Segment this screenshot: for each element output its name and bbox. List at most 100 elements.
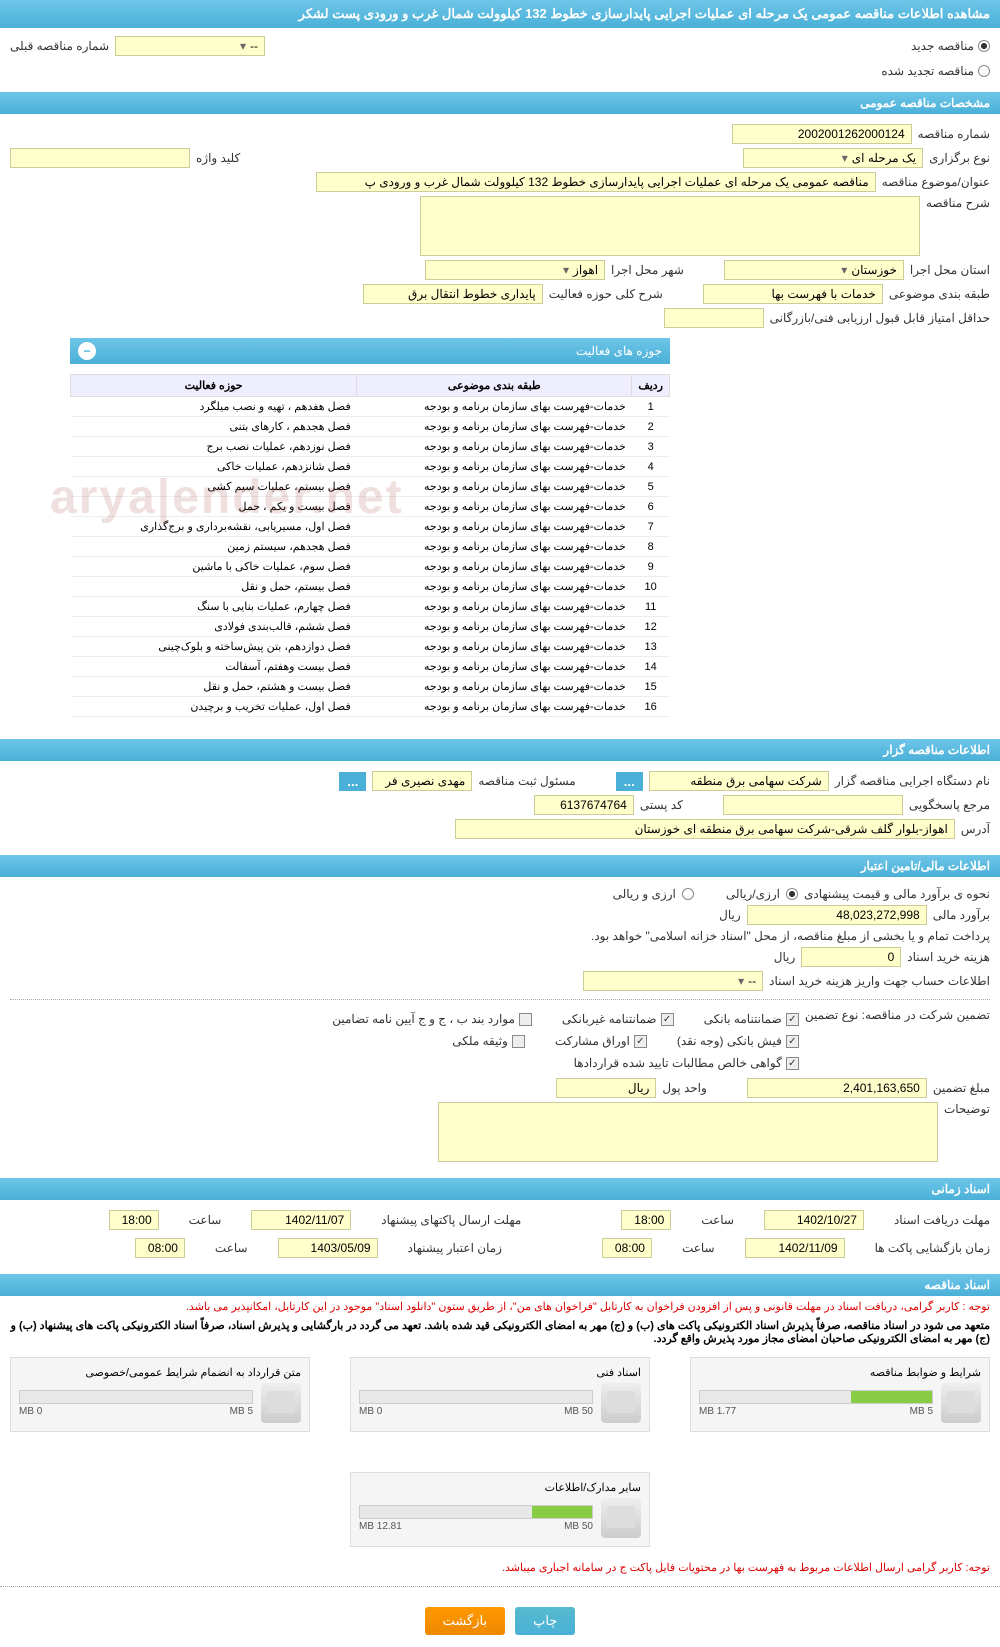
table-row: 2خدمات-فهرست بهای سازمان برنامه و بودجهف… (71, 417, 670, 437)
min-score-field[interactable] (664, 308, 764, 328)
address-label: آدرس (961, 822, 990, 836)
section-financial: اطلاعات مالی/تامین اعتبار (0, 855, 1000, 877)
radio-rial-label: ارزی/ریالی (726, 887, 780, 901)
radio-currency[interactable] (682, 888, 694, 900)
notes-field[interactable] (438, 1102, 938, 1162)
responsible-label: مسئول ثبت مناقصه (478, 774, 575, 788)
collapse-icon[interactable]: − (78, 342, 96, 360)
prev-tender-dropdown[interactable]: -- (115, 36, 265, 56)
table-row: 8خدمات-فهرست بهای سازمان برنامه و بودجهف… (71, 537, 670, 557)
category-label: طبقه بندی موضوعی (889, 287, 990, 301)
cb-certificate[interactable] (786, 1057, 799, 1070)
responsible-field: مهدی نصیری فر (372, 771, 472, 791)
city-dropdown[interactable]: اهواز (425, 260, 605, 280)
table-row: 3خدمات-فهرست بهای سازمان برنامه و بودجهف… (71, 437, 670, 457)
receive-label: مهلت دریافت اسناد (894, 1213, 990, 1227)
rial-unit: ریال (719, 908, 741, 922)
folder-icon (261, 1383, 301, 1423)
keyword-field[interactable] (10, 148, 190, 168)
postal-field: 6137674764 (534, 795, 634, 815)
desc-field[interactable] (420, 196, 920, 256)
cb-cash[interactable] (786, 1035, 799, 1048)
tender-no-label: شماره مناقصه (918, 127, 990, 141)
prev-tender-label: شماره مناقصه قبلی (10, 39, 109, 53)
table-row: 10خدمات-فهرست بهای سازمان برنامه و بودجه… (71, 577, 670, 597)
submit-date: 1402/11/07 (251, 1210, 351, 1230)
doc-cost-field: 0 (801, 947, 901, 967)
validity-time: 08:00 (135, 1238, 185, 1258)
guarantee-type-label: تضمین شرکت در مناقصه: نوع تضمین (805, 1008, 990, 1022)
radio-renewed-tender[interactable] (978, 65, 990, 77)
cb-nonbank[interactable] (661, 1013, 674, 1026)
validity-label: زمان اعتبار پیشنهاد (408, 1241, 502, 1255)
table-row: 1خدمات-فهرست بهای سازمان برنامه و بودجهف… (71, 397, 670, 417)
table-row: 13خدمات-فهرست بهای سازمان برنامه و بودجه… (71, 637, 670, 657)
province-label: استان محل اجرا (910, 263, 990, 277)
table-row: 16خدمات-فهرست بهای سازمان برنامه و بودجه… (71, 697, 670, 717)
postal-label: کد پستی (640, 798, 683, 812)
table-row: 6خدمات-فهرست بهای سازمان برنامه و بودجهف… (71, 497, 670, 517)
province-dropdown[interactable]: خوزستان (724, 260, 904, 280)
radio-renewed-label: مناقصه تجدید شده (881, 64, 974, 78)
section-documents: اسناد مناقصه (0, 1274, 1000, 1296)
table-row: 7خدمات-فهرست بهای سازمان برنامه و بودجهف… (71, 517, 670, 537)
cb-participation[interactable] (634, 1035, 647, 1048)
activity-scope-field: پایداری خطوط انتقال برق (363, 284, 543, 304)
col-category: طبقه بندی موضوعی (357, 375, 632, 397)
responsible-ellipsis-button[interactable]: ... (339, 772, 366, 791)
address-field: اهواز-بلوار گلف شرقی-شرکت سهامی برق منطق… (455, 819, 955, 839)
activity-scope-label: شرح کلی حوزه فعالیت (549, 287, 663, 301)
subject-field: مناقصه عمومی یک مرحله ای عملیات اجرایی پ… (316, 172, 876, 192)
doc-card[interactable]: اسناد فنی 50 MB0 MB (350, 1357, 650, 1432)
guarantee-amount-field: 2,401,163,650 (747, 1078, 927, 1098)
radio-new-label: مناقصه جدید (911, 39, 974, 53)
account-dropdown[interactable]: -- (583, 971, 763, 991)
table-row: 12خدمات-فهرست بهای سازمان برنامه و بودجه… (71, 617, 670, 637)
open-label: زمان بازگشایی پاکت ها (875, 1241, 990, 1255)
radio-currency-label: ارزی و ریالی (613, 887, 676, 901)
currency-label: واحد پول (662, 1081, 706, 1095)
col-scope: حوزه فعالیت (71, 375, 357, 397)
submit-time: 18:00 (109, 1210, 159, 1230)
cb-bank[interactable] (786, 1013, 799, 1026)
doc-notice-1: توجه : کاربر گرامی، دریافت اسناد در مهلت… (0, 1296, 1000, 1317)
org-ellipsis-button[interactable]: ... (616, 772, 643, 791)
receive-time: 18:00 (621, 1210, 671, 1230)
section-general: مشخصات مناقصه عمومی (0, 92, 1000, 114)
radio-new-tender[interactable] (978, 40, 990, 52)
org-field: شرکت سهامی برق منطقه (649, 771, 829, 791)
receive-date: 1402/10/27 (764, 1210, 864, 1230)
doc-card[interactable]: شرایط و ضوابط مناقصه 5 MB1.77 MB (690, 1357, 990, 1432)
category-field: خدمات با فهرست بها (703, 284, 883, 304)
back-button[interactable]: بازگشت (425, 1607, 505, 1635)
activity-table: ردیف طبقه بندی موضوعی حوزه فعالیت 1خدمات… (70, 374, 670, 717)
doc-notice-3: توجه: کاربر گرامی ارسال اطلاعات مربوط به… (0, 1557, 1000, 1578)
page-title: مشاهده اطلاعات مناقصه عمومی یک مرحله ای … (0, 0, 1000, 28)
tender-no-field: 2002001262000124 (732, 124, 912, 144)
cb-bond[interactable] (519, 1013, 532, 1026)
folder-icon (601, 1383, 641, 1423)
currency-field: ریال (556, 1078, 656, 1098)
estimate-field: 48,023,272,998 (747, 905, 927, 925)
section-organizer: اطلاعات مناقصه گزار (0, 739, 1000, 761)
rial-unit-2: ریال (774, 950, 796, 964)
print-button[interactable]: چاپ (515, 1607, 575, 1635)
cb-property[interactable] (512, 1035, 525, 1048)
col-row: ردیف (632, 375, 670, 397)
table-row: 15خدمات-فهرست بهای سازمان برنامه و بودجه… (71, 677, 670, 697)
activity-table-header: جوزه های فعالیت − (70, 338, 670, 364)
type-dropdown[interactable]: یک مرحله ای (743, 148, 923, 168)
keyword-label: کلید واژه (196, 151, 240, 165)
ref-label: مرجع پاسخگویی (909, 798, 990, 812)
table-row: 9خدمات-فهرست بهای سازمان برنامه و بودجهف… (71, 557, 670, 577)
table-row: 14خدمات-فهرست بهای سازمان برنامه و بودجه… (71, 657, 670, 677)
estimate-type-label: نحوه ی برآورد مالی و قیمت پیشنهادی (804, 887, 990, 901)
validity-date: 1403/05/09 (278, 1238, 378, 1258)
doc-card[interactable]: سایر مدارک/اطلاعات 50 MB12.81 MB (350, 1472, 650, 1547)
table-row: 5خدمات-فهرست بهای سازمان برنامه و بودجهف… (71, 477, 670, 497)
section-timing: اسناد زمانی (0, 1178, 1000, 1200)
ref-field[interactable] (723, 795, 903, 815)
notes-label: توضیحات (944, 1102, 990, 1116)
doc-card[interactable]: متن قرارداد به انضمام شرایط عمومی/خصوصی … (10, 1357, 310, 1432)
radio-rial[interactable] (786, 888, 798, 900)
